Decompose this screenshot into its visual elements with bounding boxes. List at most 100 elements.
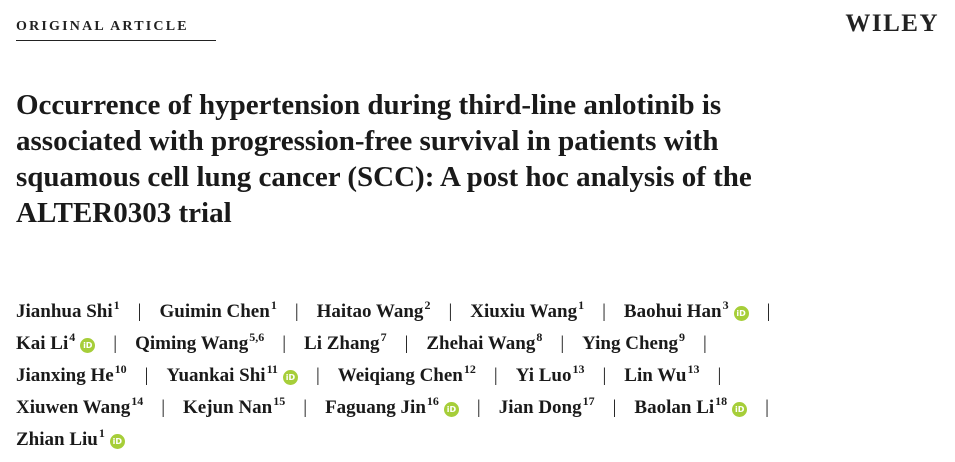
orcid-icon[interactable]: iD bbox=[732, 402, 748, 417]
author-name: Jianxing He bbox=[16, 365, 114, 386]
affiliation-number: 7 bbox=[380, 330, 387, 344]
author-separator: | bbox=[404, 333, 409, 354]
author-name: Yuankai Shi bbox=[166, 365, 266, 386]
author[interactable]: Kejun Nan15 bbox=[183, 394, 286, 418]
title-line: squamous cell lung cancer (SCC): A post … bbox=[16, 161, 752, 193]
author-separator: | bbox=[137, 301, 142, 322]
author-name: Weiqiang Chen bbox=[337, 365, 463, 386]
affiliation-number: 1 bbox=[578, 298, 585, 312]
author-separator: | bbox=[161, 397, 166, 418]
author-name: Baolan Li bbox=[634, 397, 715, 418]
author-separator: | bbox=[303, 397, 308, 418]
affiliation-number: 13 bbox=[572, 362, 585, 376]
author-separator: | bbox=[294, 301, 299, 322]
author-separator: | bbox=[144, 365, 149, 386]
author[interactable]: Yuankai Shi11 iD bbox=[166, 362, 298, 386]
author-separator: | bbox=[560, 333, 565, 354]
author-name: Xiuwen Wang bbox=[16, 397, 131, 418]
author-line: Zhian Liu1 iD bbox=[16, 424, 946, 456]
affiliation-number: 17 bbox=[582, 394, 595, 408]
author-name: Jianhua Shi bbox=[16, 301, 113, 322]
section-underline bbox=[16, 40, 216, 41]
author-name: Lin Wu bbox=[624, 365, 687, 386]
author-line: Xiuwen Wang14 | Kejun Nan15 | Faguang Jin16 i… bbox=[16, 392, 946, 424]
affiliation-number: 1 bbox=[270, 298, 277, 312]
author-separator: | bbox=[113, 333, 118, 354]
author[interactable]: Faguang Jin16 iD bbox=[325, 394, 459, 418]
author[interactable]: Weiqiang Chen12 bbox=[337, 362, 476, 386]
author-name: Baohui Han bbox=[623, 301, 722, 322]
author-separator: | bbox=[315, 365, 320, 386]
orcid-icon[interactable]: iD bbox=[282, 370, 298, 385]
article-title: Occurrence of hypertension during third-… bbox=[16, 87, 926, 231]
author[interactable]: Haitao Wang2 bbox=[316, 298, 431, 322]
publisher-logo: WILEY bbox=[845, 10, 939, 37]
author-name: Kai Li bbox=[16, 333, 69, 354]
author[interactable]: Zhehai Wang8 bbox=[426, 330, 543, 354]
affiliation-number: 18 bbox=[715, 394, 728, 408]
affiliation-number: 12 bbox=[463, 362, 476, 376]
author-name: Zhehai Wang bbox=[426, 333, 536, 354]
orcid-icon[interactable]: iD bbox=[733, 306, 749, 321]
affiliation-number: 14 bbox=[131, 394, 144, 408]
affiliation-number: 16 bbox=[426, 394, 439, 408]
affiliation-number: 10 bbox=[114, 362, 127, 376]
author-name: Li Zhang bbox=[304, 333, 380, 354]
author[interactable]: Guimin Chen1 bbox=[159, 298, 277, 322]
author-name: Yi Luo bbox=[515, 365, 572, 386]
author-separator: | bbox=[602, 301, 606, 322]
affiliation-number: 1 bbox=[98, 426, 105, 440]
author[interactable]: Xiuwen Wang14 bbox=[16, 394, 144, 418]
author-name: Jian Dong bbox=[498, 397, 582, 418]
author[interactable]: Xiuxiu Wang1 bbox=[470, 298, 585, 322]
author-separator: | bbox=[612, 397, 617, 418]
author-line: Kai Li4 iD | Qiming Wang5,6 | Li Zhang7 | Zheha… bbox=[16, 328, 946, 360]
author[interactable]: Lin Wu13 bbox=[624, 362, 700, 386]
affiliation-number: 15 bbox=[273, 394, 286, 408]
author[interactable]: Jianhua Shi1 bbox=[16, 298, 120, 322]
author-separator: | bbox=[766, 301, 771, 322]
affiliation-number: 2 bbox=[424, 298, 431, 312]
affiliation-number: 9 bbox=[679, 330, 686, 344]
author[interactable]: Li Zhang7 bbox=[304, 330, 387, 354]
author-separator: | bbox=[703, 333, 707, 354]
author-list: Jianhua Shi1 | Guimin Chen1 | Haitao Wang2 | X… bbox=[16, 296, 946, 456]
orcid-icon[interactable]: iD bbox=[443, 402, 459, 417]
author-separator: | bbox=[765, 397, 769, 418]
author-name: Guimin Chen bbox=[159, 301, 270, 322]
author[interactable]: Ying Cheng9 bbox=[582, 330, 686, 354]
author-name: Faguang Jin bbox=[325, 397, 426, 418]
author-separator: | bbox=[717, 365, 722, 386]
author[interactable]: Yi Luo13 bbox=[515, 362, 585, 386]
section-label: ORIGINAL ARTICLE bbox=[16, 19, 189, 34]
author[interactable]: Baolan Li18 iD bbox=[634, 394, 748, 418]
author-line: Jianhua Shi1 | Guimin Chen1 | Haitao Wang2 | X… bbox=[16, 296, 946, 328]
affiliation-number: 4 bbox=[69, 330, 76, 344]
author-name: Ying Cheng bbox=[582, 333, 679, 354]
author[interactable]: Jianxing He10 bbox=[16, 362, 127, 386]
orcid-icon[interactable]: iD bbox=[80, 338, 96, 353]
author-name: Xiuxiu Wang bbox=[470, 301, 578, 322]
author-name: Zhian Liu bbox=[16, 429, 98, 450]
author[interactable]: Baohui Han3 iD bbox=[623, 299, 749, 322]
author-separator: | bbox=[602, 365, 607, 386]
author[interactable]: Jian Dong17 bbox=[498, 394, 595, 418]
author-name: Haitao Wang bbox=[316, 301, 424, 322]
author-line: Jianxing He10 | Yuankai Shi11 iD | Weiqiang C… bbox=[16, 360, 946, 392]
title-line: ALTER0303 trial bbox=[16, 197, 232, 229]
title-line: associated with progression-free surviva… bbox=[16, 125, 719, 157]
affiliation-number: 5,6 bbox=[249, 330, 265, 344]
orcid-icon[interactable]: iD bbox=[109, 434, 125, 449]
affiliation-number: 13 bbox=[687, 362, 700, 376]
affiliation-number: 8 bbox=[536, 330, 543, 344]
author-name: Qiming Wang bbox=[135, 333, 249, 354]
affiliation-number: 11 bbox=[266, 362, 278, 376]
author[interactable]: Zhian Liu1 iD bbox=[16, 426, 125, 450]
author[interactable]: Kai Li4 iD bbox=[16, 330, 96, 354]
author-separator: | bbox=[282, 333, 287, 354]
affiliation-number: 1 bbox=[113, 298, 120, 312]
author-name: Kejun Nan bbox=[183, 397, 273, 418]
author[interactable]: Qiming Wang5,6 bbox=[135, 330, 265, 354]
author-separator: | bbox=[448, 301, 453, 322]
title-line: Occurrence of hypertension during third-… bbox=[16, 89, 722, 121]
